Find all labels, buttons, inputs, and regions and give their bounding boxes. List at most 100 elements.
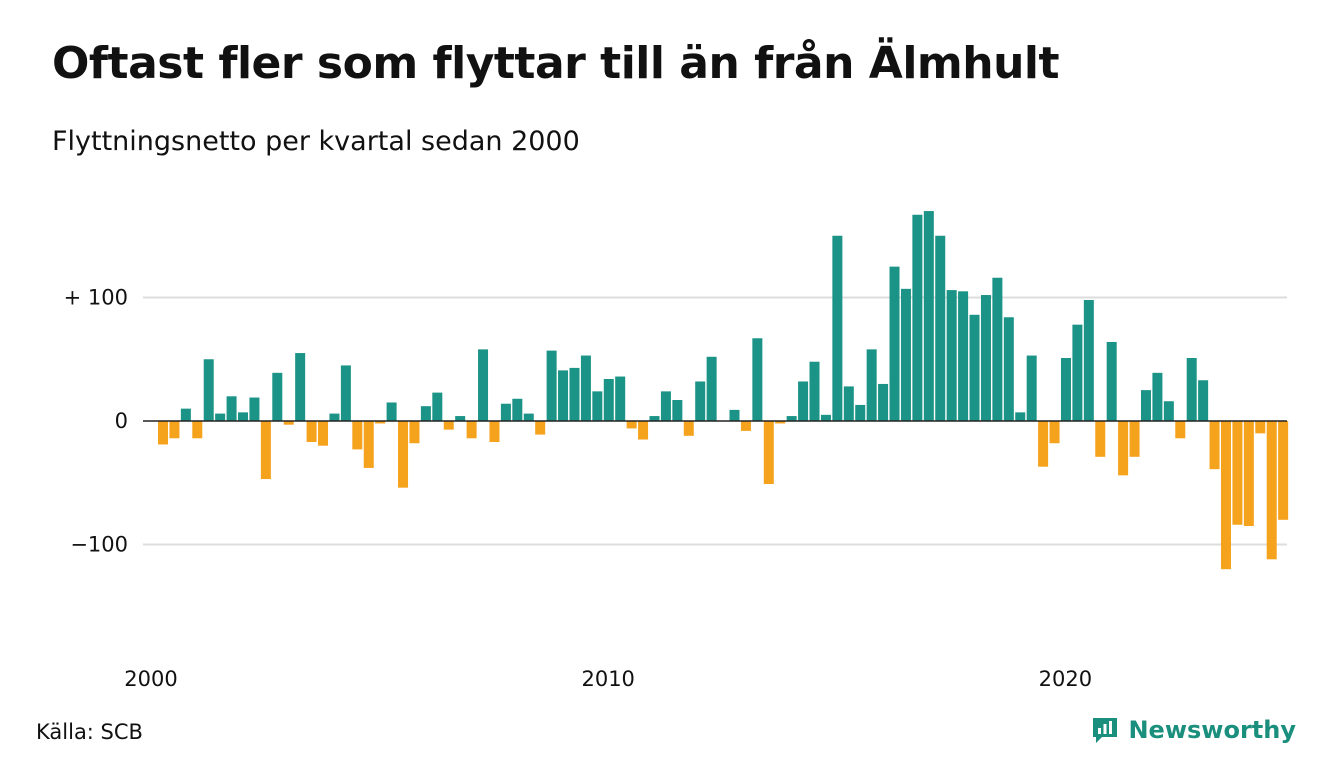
- bar: [329, 413, 340, 421]
- bar: [523, 413, 534, 421]
- bar: [1255, 421, 1266, 434]
- bar: [340, 365, 351, 421]
- bar: [935, 235, 946, 421]
- bar: [1186, 358, 1197, 421]
- bar: [238, 412, 249, 421]
- bar: [535, 421, 546, 435]
- chart-title: Oftast fler som flyttar till än från Älm…: [52, 38, 1060, 89]
- bar: [843, 386, 854, 421]
- bar: [363, 421, 374, 468]
- bar: [318, 421, 329, 446]
- bar: [866, 349, 877, 421]
- bar: [409, 421, 420, 444]
- bar: [386, 402, 397, 421]
- bar: [752, 338, 763, 421]
- bar: [1175, 421, 1186, 439]
- bar: [226, 396, 237, 421]
- bar: [992, 277, 1003, 421]
- bar: [352, 421, 363, 450]
- bar: [798, 381, 809, 421]
- bar: [649, 416, 660, 421]
- bar: [889, 266, 900, 422]
- bar: [638, 421, 649, 440]
- bar: [169, 421, 180, 439]
- bar: [763, 421, 774, 484]
- bar: [203, 359, 214, 421]
- bar: [1118, 421, 1129, 476]
- chart-subtitle: Flyttningsnetto per kvartal sedan 2000: [52, 126, 580, 157]
- bar: [1049, 421, 1060, 444]
- bar: [215, 413, 226, 421]
- bar: [466, 421, 477, 439]
- bar: [158, 421, 168, 445]
- bar: [1243, 421, 1254, 526]
- bar: [569, 367, 580, 421]
- bar: [1129, 421, 1140, 457]
- bar: [855, 404, 866, 421]
- bar: [489, 421, 500, 442]
- source-note: Källa: SCB: [36, 720, 143, 744]
- bar: [580, 355, 591, 421]
- bar: [1003, 317, 1014, 421]
- bar: [260, 421, 271, 480]
- bar: [912, 214, 923, 421]
- bar: [672, 400, 683, 421]
- bar: [443, 421, 454, 430]
- bar: [969, 314, 980, 421]
- bar: [1209, 421, 1220, 470]
- bar: [455, 416, 466, 421]
- bar: [1232, 421, 1243, 525]
- bar: [1278, 421, 1289, 520]
- brand-name: Newsworthy: [1128, 716, 1296, 744]
- bar: [1038, 421, 1049, 467]
- bar: [900, 288, 911, 421]
- bar: [558, 370, 569, 421]
- bar: [1198, 380, 1209, 421]
- x-tick-label: 2010: [581, 667, 634, 691]
- newsworthy-logo-icon: [1093, 718, 1118, 743]
- bar: [512, 398, 523, 421]
- bar: [1140, 390, 1151, 422]
- bar: [592, 391, 603, 421]
- x-tick-label: 2000: [124, 667, 177, 691]
- bar: [1266, 421, 1277, 560]
- bar: [1060, 358, 1071, 421]
- bar: [980, 295, 991, 421]
- bar: [729, 409, 740, 421]
- bar: [786, 416, 797, 421]
- bar: [695, 381, 706, 421]
- bar: [500, 403, 511, 421]
- bar: [660, 391, 671, 421]
- bar: [432, 392, 443, 421]
- bar: [272, 372, 283, 421]
- y-tick-label: −100: [70, 533, 128, 557]
- bar-chart: + 100 0 −100 2000 2010 2020: [64, 211, 1289, 691]
- x-tick-label: 2020: [1039, 667, 1092, 691]
- bar: [546, 350, 557, 421]
- bar: [683, 421, 694, 436]
- bar: [1095, 421, 1106, 457]
- bar: [1015, 412, 1026, 421]
- bar: [878, 383, 889, 421]
- bar: [603, 379, 614, 421]
- bar: [249, 397, 260, 421]
- bar: [923, 211, 934, 421]
- bar: [958, 291, 969, 421]
- bar: [375, 421, 386, 424]
- y-tick-label: 0: [115, 409, 128, 433]
- bar: [478, 349, 489, 421]
- bar: [740, 421, 751, 431]
- brand-logo[interactable]: Newsworthy: [1090, 712, 1296, 748]
- bar: [295, 353, 306, 421]
- bar: [192, 421, 203, 439]
- bar: [820, 414, 831, 421]
- bar: [1083, 299, 1094, 421]
- bar: [615, 376, 626, 421]
- bar: [832, 235, 843, 421]
- bar: [420, 406, 431, 421]
- bar: [1163, 401, 1174, 421]
- bar: [1072, 324, 1083, 421]
- bar: [306, 421, 317, 442]
- bar: [809, 361, 820, 421]
- y-tick-label: + 100: [64, 286, 128, 310]
